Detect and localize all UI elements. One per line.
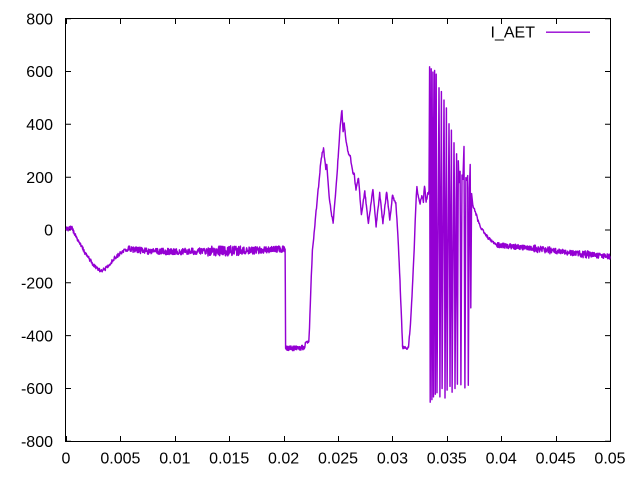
svg-text:800: 800 bbox=[26, 11, 53, 28]
svg-text:0.04: 0.04 bbox=[486, 451, 517, 468]
svg-text:200: 200 bbox=[26, 170, 53, 187]
svg-text:-200: -200 bbox=[21, 276, 53, 293]
svg-text:0.015: 0.015 bbox=[209, 451, 249, 468]
svg-text:0.02: 0.02 bbox=[268, 451, 299, 468]
svg-text:-800: -800 bbox=[21, 434, 53, 451]
svg-text:0.05: 0.05 bbox=[594, 451, 625, 468]
svg-text:-600: -600 bbox=[21, 381, 53, 398]
svg-text:0.03: 0.03 bbox=[377, 451, 408, 468]
svg-text:0.005: 0.005 bbox=[100, 451, 140, 468]
svg-text:-400: -400 bbox=[21, 328, 53, 345]
svg-text:600: 600 bbox=[26, 64, 53, 81]
svg-text:0: 0 bbox=[44, 223, 53, 240]
svg-text:400: 400 bbox=[26, 117, 53, 134]
svg-text:0.045: 0.045 bbox=[536, 451, 576, 468]
svg-text:0.025: 0.025 bbox=[318, 451, 358, 468]
svg-text:0: 0 bbox=[62, 451, 71, 468]
svg-text:0.035: 0.035 bbox=[427, 451, 467, 468]
svg-text:I_AET: I_AET bbox=[491, 24, 536, 41]
svg-text:0.01: 0.01 bbox=[159, 451, 190, 468]
